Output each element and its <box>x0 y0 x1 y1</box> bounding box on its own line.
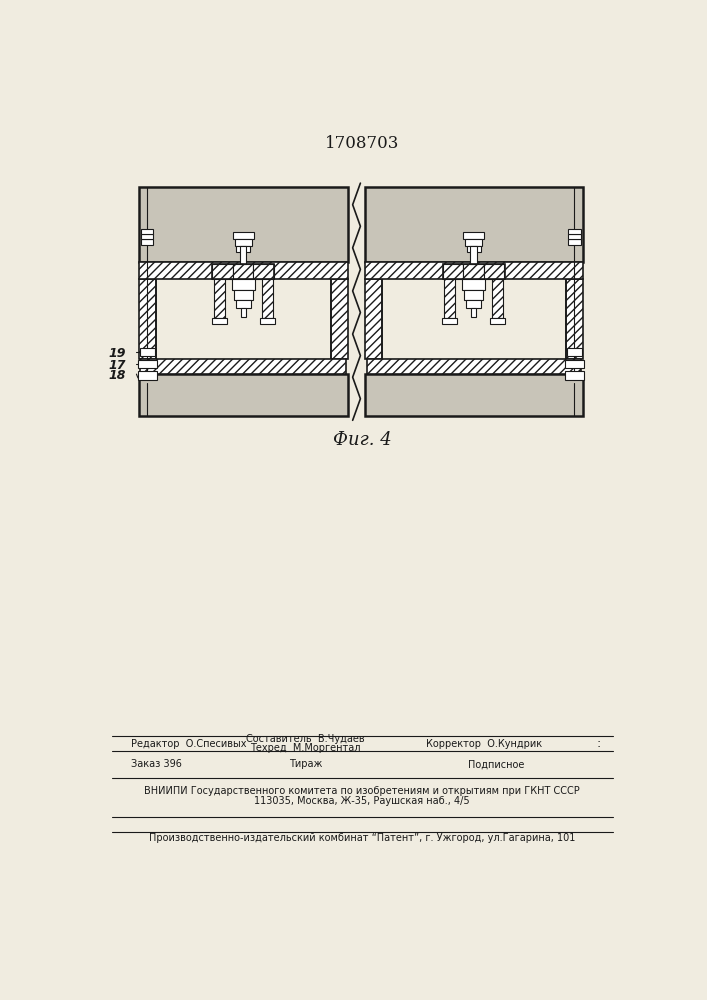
Text: Техред  М.Моргентал: Техред М.Моргентал <box>250 743 361 753</box>
Bar <box>462 279 485 290</box>
Bar <box>234 290 252 300</box>
Text: :: : <box>596 737 600 750</box>
Text: ВНИИПИ Государственного комитета по изобретениям и открытиям при ГКНТ СССР: ВНИИПИ Государственного комитета по изоб… <box>144 786 580 796</box>
Bar <box>141 234 153 239</box>
Bar <box>470 246 477 264</box>
Bar <box>568 239 580 245</box>
Bar <box>156 279 331 359</box>
Text: Корректор  О.Кундрик: Корректор О.Кундрик <box>426 739 542 749</box>
Text: 17: 17 <box>108 359 126 372</box>
Bar <box>139 262 348 279</box>
Text: Подписное: Подписное <box>468 759 525 769</box>
Bar <box>568 229 580 234</box>
Bar <box>139 279 156 359</box>
Bar <box>566 279 583 359</box>
Bar <box>259 318 275 324</box>
Bar <box>139 374 348 416</box>
Bar <box>565 371 583 380</box>
Bar <box>211 318 227 324</box>
Bar <box>444 279 455 318</box>
Bar <box>365 187 583 262</box>
Bar <box>464 290 483 300</box>
Bar <box>367 359 581 374</box>
Bar <box>443 264 462 279</box>
Bar <box>490 318 506 324</box>
Text: 18: 18 <box>108 369 126 382</box>
Bar <box>484 264 504 279</box>
Bar <box>382 279 566 359</box>
Bar <box>214 279 225 318</box>
Bar <box>568 234 580 239</box>
Bar <box>253 264 274 279</box>
Bar <box>443 264 505 279</box>
Bar <box>472 308 476 317</box>
Text: Тираж: Тираж <box>288 759 322 769</box>
Bar <box>565 360 583 368</box>
Bar <box>462 232 484 239</box>
Bar <box>139 187 348 262</box>
Bar <box>365 374 583 416</box>
Bar <box>240 246 247 264</box>
Bar <box>138 371 156 380</box>
Bar <box>138 360 156 368</box>
Text: Фиг. 4: Фиг. 4 <box>332 431 392 449</box>
Bar <box>212 264 274 279</box>
Text: Составитель  В.Чудаев: Составитель В.Чудаев <box>246 734 365 744</box>
Bar <box>212 264 233 279</box>
Bar <box>331 279 348 359</box>
Bar <box>442 318 457 324</box>
Text: 113035, Москва, Ж-35, Раушская наб., 4/5: 113035, Москва, Ж-35, Раушская наб., 4/5 <box>254 796 469 806</box>
Bar <box>235 300 251 308</box>
Bar <box>365 279 382 359</box>
Bar <box>140 359 346 374</box>
Bar <box>235 239 252 246</box>
Text: Заказ 396: Заказ 396 <box>131 759 182 769</box>
Bar <box>466 300 481 308</box>
Text: Производственно-издательский комбинат “Патент”, г. Ужгород, ул.Гагарина, 101: Производственно-издательский комбинат “П… <box>148 833 575 843</box>
Text: Редактор  О.Спесивых: Редактор О.Спесивых <box>131 739 247 749</box>
Bar <box>492 279 503 318</box>
Text: 1708703: 1708703 <box>325 135 399 152</box>
Bar <box>233 264 253 279</box>
Bar <box>236 246 250 252</box>
Text: 19: 19 <box>108 347 126 360</box>
Bar <box>467 246 481 252</box>
Bar <box>141 229 153 234</box>
Bar <box>241 308 246 317</box>
Bar <box>365 262 583 279</box>
Bar <box>566 348 582 356</box>
Bar <box>232 279 255 290</box>
Bar <box>464 264 484 279</box>
Bar <box>233 232 255 239</box>
Bar <box>262 279 273 318</box>
Bar <box>139 348 155 356</box>
Bar <box>141 239 153 245</box>
Bar <box>465 239 482 246</box>
